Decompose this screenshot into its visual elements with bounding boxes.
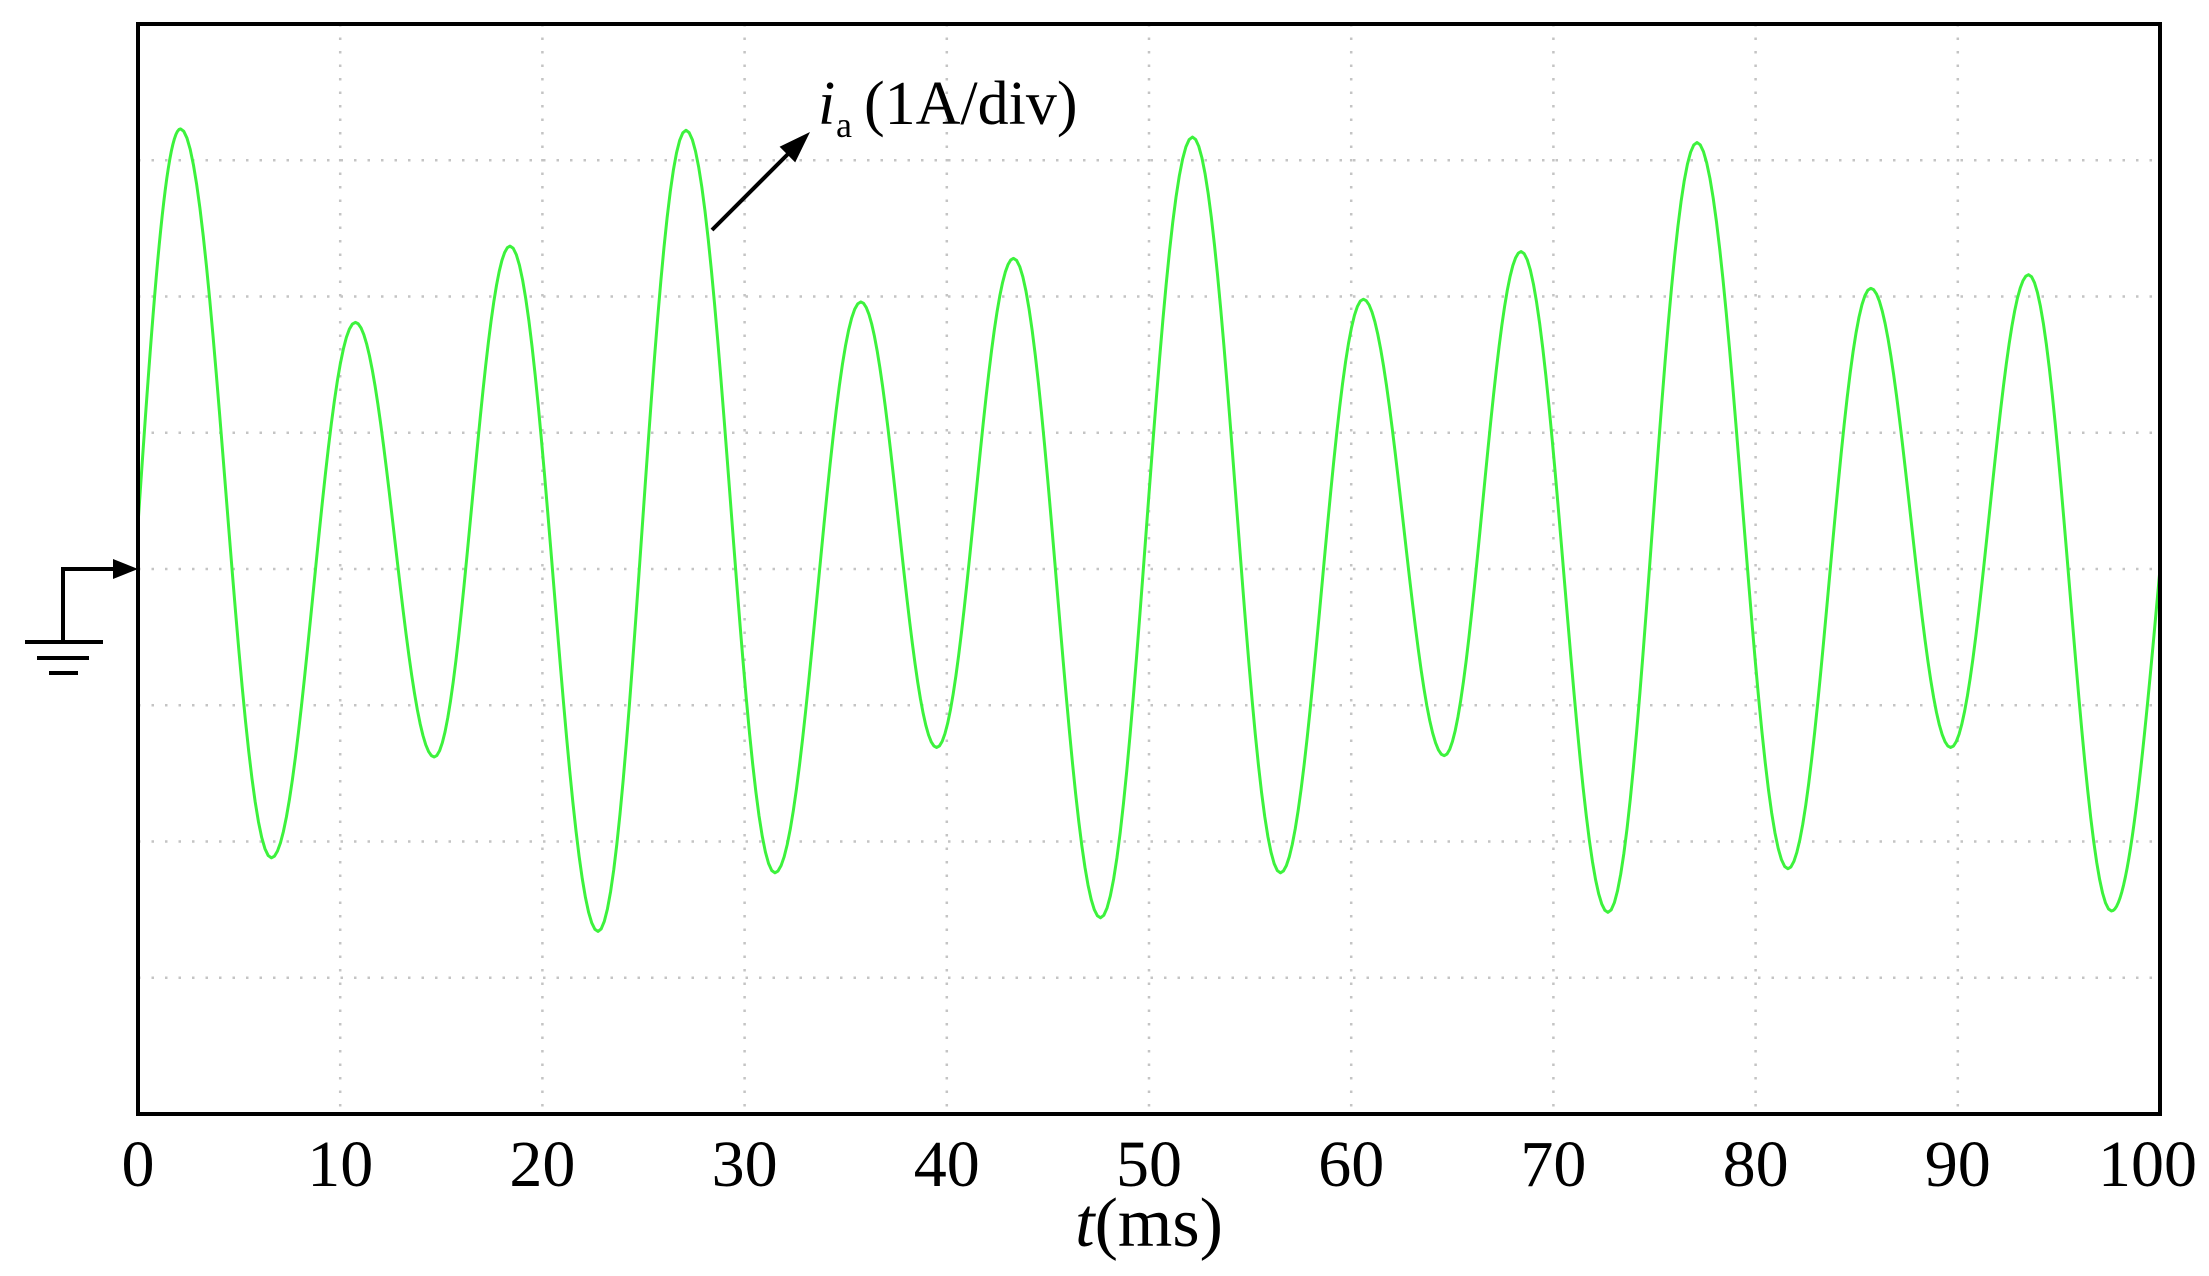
x-tick-label: 80 [1723, 1128, 1789, 1201]
x-tick-labels: 0 10 20 30 40 50 60 70 80 90 100 [122, 1128, 2198, 1201]
series-subscript: a [836, 105, 852, 145]
x-axis-unit: (ms) [1095, 1185, 1223, 1262]
x-tick-label: 10 [307, 1128, 373, 1201]
x-tick-label: 90 [1925, 1128, 1991, 1201]
series-scale: (1A/div) [864, 70, 1078, 138]
x-tick-label: 40 [914, 1128, 980, 1201]
x-tick-label: 100 [2098, 1128, 2197, 1201]
x-tick-label: 30 [712, 1128, 778, 1201]
x-axis-label: t(ms) [1075, 1185, 1223, 1262]
annotation-arrow-head-icon [779, 132, 810, 163]
x-tick-label: 60 [1318, 1128, 1384, 1201]
x-tick-label: 70 [1520, 1128, 1586, 1201]
ground-icon [25, 559, 138, 675]
x-tick-label: 0 [122, 1128, 155, 1201]
ground-marker-arrow-icon [113, 559, 138, 579]
trace-layer [138, 127, 2160, 933]
series-label-ia: i a (1A/div) [818, 70, 1078, 151]
series-annotation: i a (1A/div) [710, 70, 1078, 232]
series-line-ia [138, 127, 2160, 933]
series-symbol: i [818, 70, 835, 138]
x-tick-label: 20 [509, 1128, 575, 1201]
annotation-arrow-shaft [710, 151, 791, 232]
plot-area [138, 24, 2160, 1114]
x-tick-label: 50 [1116, 1128, 1182, 1201]
x-axis-symbol: t [1075, 1185, 1096, 1262]
